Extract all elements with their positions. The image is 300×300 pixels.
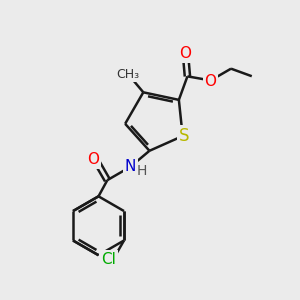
Text: N: N (124, 159, 136, 174)
Text: O: O (205, 74, 217, 89)
Text: CH₃: CH₃ (117, 68, 140, 81)
Text: S: S (179, 127, 189, 145)
Text: O: O (87, 152, 99, 167)
Text: Cl: Cl (101, 252, 116, 267)
Text: O: O (179, 46, 191, 61)
Text: H: H (136, 164, 147, 178)
